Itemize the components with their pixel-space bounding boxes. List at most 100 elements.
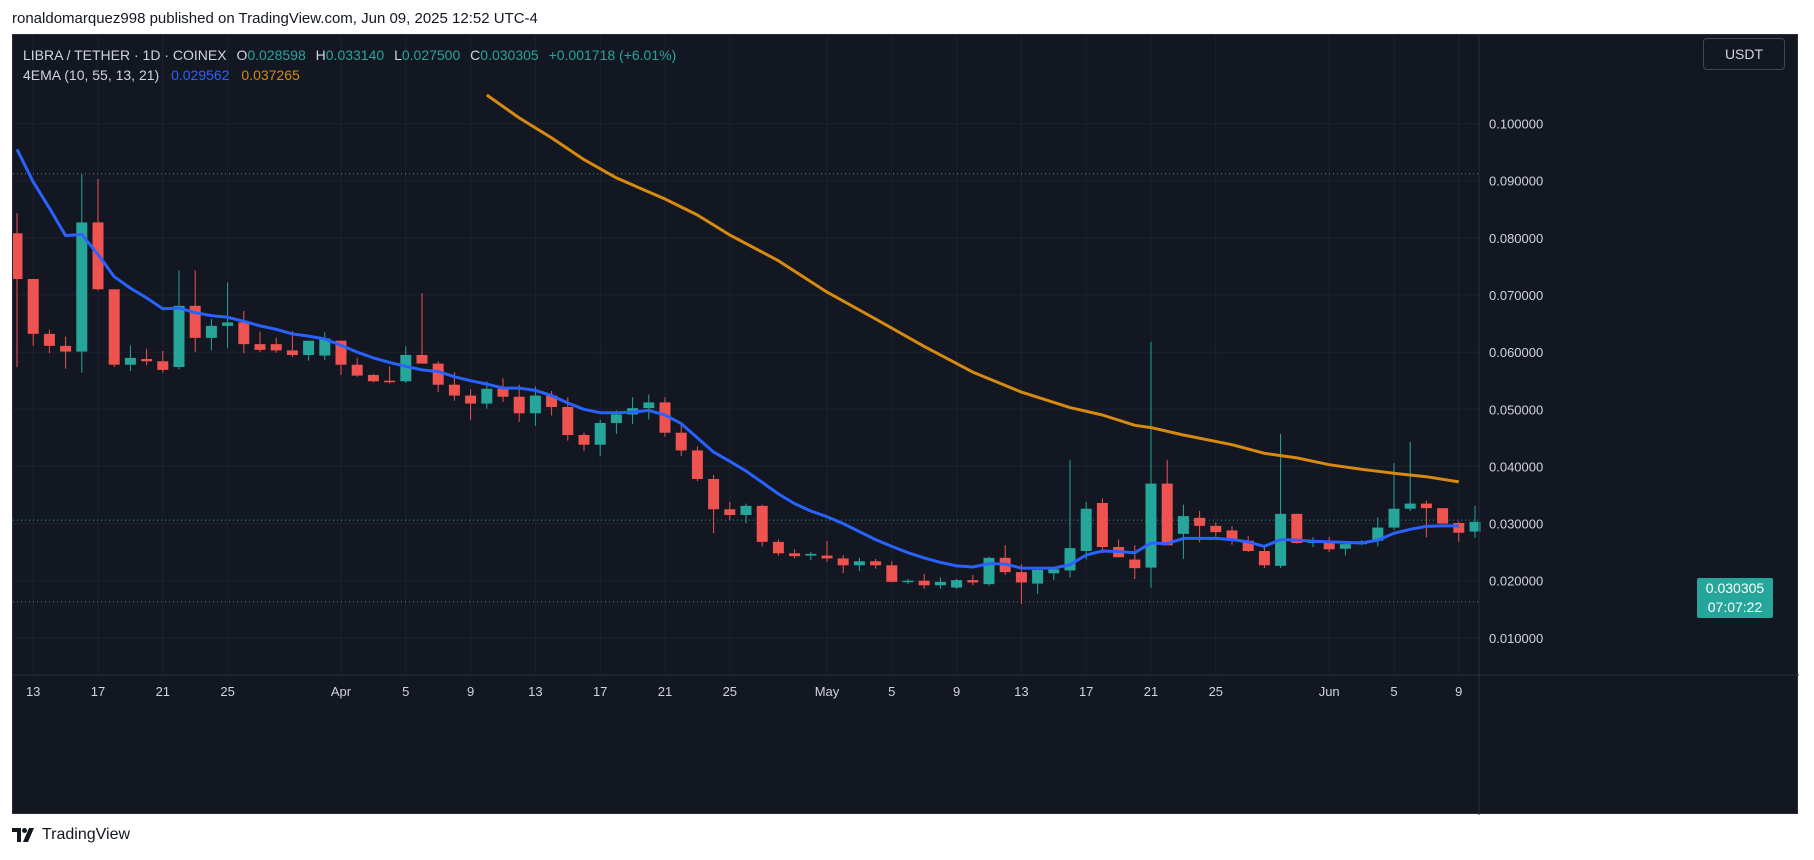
chart-legend: LIBRA / TETHER · 1D · COINEX O0.028598 H… bbox=[23, 45, 676, 85]
candle-body bbox=[870, 561, 882, 566]
candle-body bbox=[886, 565, 898, 582]
x-tick-label: May bbox=[815, 684, 840, 699]
y-tick-label: 0.080000 bbox=[1489, 231, 1543, 246]
candle-body bbox=[319, 338, 331, 356]
ema-slow-line bbox=[485, 93, 1460, 484]
x-tick-label: 9 bbox=[953, 684, 960, 699]
ema-slow-value: 0.037265 bbox=[241, 67, 300, 83]
x-tick-label: 9 bbox=[467, 684, 474, 699]
candle-body bbox=[918, 580, 930, 586]
bar-countdown: 07:07:22 bbox=[1707, 599, 1763, 615]
candle-body bbox=[384, 380, 396, 383]
footer-brand-label: TradingView bbox=[42, 826, 131, 843]
candle-body bbox=[76, 222, 88, 352]
chart-frame[interactable]: 0.010000 0.020000 0.030000 0.040000 0.050000… bbox=[12, 34, 1799, 815]
candle-body bbox=[1323, 540, 1335, 550]
candle-body bbox=[448, 384, 460, 396]
x-tick-label: Jun bbox=[1319, 684, 1340, 699]
candle-body bbox=[1064, 548, 1076, 571]
candle-body bbox=[659, 402, 671, 433]
x-tick-label: 5 bbox=[888, 684, 895, 699]
candle-body bbox=[1145, 483, 1157, 568]
candle-body bbox=[967, 580, 979, 583]
y-tick-label: 0.040000 bbox=[1489, 459, 1543, 474]
candle-body bbox=[189, 305, 201, 338]
candle-body bbox=[157, 361, 169, 370]
candle-body bbox=[13, 233, 23, 279]
candle-body bbox=[1242, 540, 1254, 551]
low-label: L bbox=[394, 47, 402, 63]
candle-body bbox=[610, 414, 622, 423]
candle-body bbox=[708, 479, 720, 510]
currency-button[interactable]: USDT bbox=[1703, 38, 1785, 70]
footer-brand[interactable]: TradingView bbox=[12, 826, 130, 844]
high-value: 0.033140 bbox=[325, 47, 385, 63]
candle-body bbox=[594, 423, 606, 445]
candle-body bbox=[60, 345, 72, 352]
candle-body bbox=[222, 322, 234, 326]
ema-lines bbox=[15, 93, 1460, 570]
last-price: 0.030305 bbox=[1705, 580, 1765, 596]
candle-body bbox=[286, 350, 298, 355]
candle-body bbox=[432, 363, 444, 385]
low-value: 0.027500 bbox=[401, 47, 461, 63]
candle-body bbox=[1194, 517, 1206, 526]
y-tick-label: 0.020000 bbox=[1489, 574, 1543, 589]
x-tick-label: 5 bbox=[402, 684, 409, 699]
x-tick-label: 21 bbox=[156, 684, 170, 699]
candle-body bbox=[740, 505, 752, 515]
ema-fast-line bbox=[15, 148, 1459, 570]
axes: 0.010000 0.020000 0.030000 0.040000 0.050000… bbox=[13, 35, 1799, 815]
x-tick-label: 17 bbox=[593, 684, 607, 699]
candle-body bbox=[270, 344, 282, 351]
candle-body bbox=[772, 541, 784, 554]
indicator-row: 4EMA (10, 55, 13, 21) 0.029562 0.037265 bbox=[23, 65, 676, 85]
candle-body bbox=[1129, 559, 1141, 569]
indicator-label[interactable]: 4EMA (10, 55, 13, 21) bbox=[23, 67, 160, 83]
candle-body bbox=[1339, 544, 1351, 549]
candle-body bbox=[821, 555, 833, 559]
candle-body bbox=[27, 279, 39, 334]
candle-body bbox=[416, 355, 428, 364]
grid-layer bbox=[13, 35, 1479, 675]
candle-body bbox=[1258, 551, 1270, 566]
candle-body bbox=[335, 340, 347, 365]
candle-body bbox=[643, 402, 655, 409]
symbol-label[interactable]: LIBRA / TETHER · 1D · COINEX bbox=[23, 47, 227, 63]
x-tick-label: 17 bbox=[1079, 684, 1093, 699]
candle-body bbox=[1420, 503, 1432, 509]
candle-body bbox=[1469, 521, 1481, 532]
candle-body bbox=[1404, 503, 1416, 509]
candle-body bbox=[724, 509, 736, 515]
candle-body bbox=[691, 450, 703, 479]
candle-body bbox=[1372, 527, 1384, 541]
x-tick-label: 13 bbox=[26, 684, 40, 699]
candle-body bbox=[1210, 525, 1222, 533]
x-tick-label: 25 bbox=[220, 684, 234, 699]
candle-body bbox=[1291, 513, 1303, 543]
candle-body bbox=[934, 581, 946, 586]
tradingview-logo-icon bbox=[12, 828, 34, 842]
ema-fast-value: 0.029562 bbox=[171, 67, 230, 83]
candle-body bbox=[853, 561, 865, 566]
candle-body bbox=[1453, 523, 1465, 533]
x-tick-label: 21 bbox=[1144, 684, 1158, 699]
open-value: 0.028598 bbox=[247, 47, 306, 63]
candle-body bbox=[951, 580, 963, 588]
candlestick-chart[interactable]: 0.010000 0.020000 0.030000 0.040000 0.050000… bbox=[13, 35, 1799, 815]
y-tick-label: 0.030000 bbox=[1489, 517, 1543, 532]
ohlc-row: LIBRA / TETHER · 1D · COINEX O0.028598 H… bbox=[23, 45, 676, 65]
y-tick-label: 0.010000 bbox=[1489, 631, 1543, 646]
close-label: C bbox=[470, 47, 481, 63]
candle-body bbox=[1080, 508, 1092, 551]
candle-body bbox=[173, 305, 185, 367]
x-tick-label: 17 bbox=[91, 684, 105, 699]
x-tick-label: 25 bbox=[723, 684, 737, 699]
y-tick-label: 0.060000 bbox=[1489, 345, 1543, 360]
candle-body bbox=[108, 289, 120, 365]
candle-body bbox=[1437, 508, 1449, 524]
candle-body bbox=[400, 355, 412, 382]
candle-body bbox=[675, 432, 687, 451]
candle-body bbox=[805, 553, 817, 556]
candle-body bbox=[789, 553, 801, 557]
